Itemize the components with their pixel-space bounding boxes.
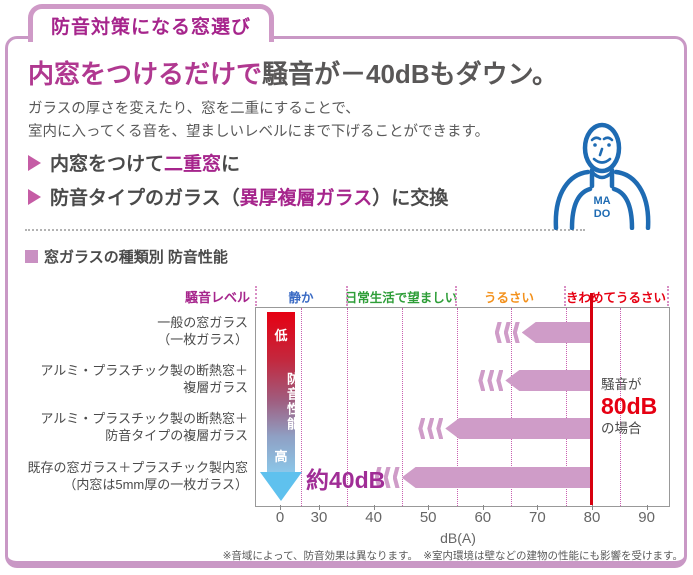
intro-line-2: 室内に入ってくる音を、望ましいレベルにまで下げることができます。 [28,124,490,141]
chevron-left-icon [418,418,426,439]
chevron-left-icon [503,322,511,343]
bar-body [505,370,593,391]
bullet-item-2: 防音タイプのガラス（異厚複層ガラス）に交換 [28,183,448,210]
mascot-text-line1: MA [593,195,610,207]
noise-80db-value: 80dB [601,393,658,420]
gridline [565,308,567,506]
x-tick-mark [280,505,281,510]
bullet-list: 内窓をつけて二重窓に 防音タイプのガラス（異厚複層ガラス）に交換 [28,149,448,217]
bullet-item-1: 内窓をつけて二重窓に [28,149,448,176]
x-axis-unit-label: dB(A) [440,530,476,546]
result-40db-label: 約40dB [306,467,386,493]
x-tick-mark [428,505,430,510]
chevron-left-icon [496,370,504,391]
x-tick-label: 70 [529,509,546,526]
x-tick-label: 30 [310,509,328,526]
x-tick-label: 0 [275,509,285,526]
chevron-left-icon [436,418,444,439]
chart-plot-area: 低 防音性能 高 [255,307,670,507]
zone-label-noisy: うるさい [483,291,535,305]
intro-text: ガラスの厚さを変えたり、窓を二重にすることで、 室内に入ってくる音を、望ましいレ… [28,98,489,144]
x-tick-mark [592,505,593,510]
gridline [620,308,622,506]
chevron-left-icon [487,370,495,391]
chevron-left-icon [494,322,502,343]
zone-label-desirable: 日常生活で望ましい [344,291,458,305]
x-tick-label: 40 [365,509,382,526]
noise-bar-1 [494,322,593,343]
headline-highlight: 内窓をつけるだけで [28,59,263,89]
zone-separator [564,286,566,306]
noise-80db-note: 騒音が 80dB の場合 [601,377,658,436]
zone-separator [667,286,669,306]
x-tick-label: 60 [474,509,492,526]
arrow-down-icon [260,472,302,501]
mascot-text-line2: DO [594,208,611,220]
x-tick-mark [319,505,320,510]
soundproof-performance-arrow: 低 防音性能 高 [260,312,302,501]
x-tick-mark [373,505,375,510]
zone-separator [346,286,348,306]
chevron-left-icon [427,418,435,439]
noise-bar-4 [374,467,593,488]
triangle-bullet-icon [28,154,41,171]
x-tick-mark [482,505,484,510]
footnote: ※音域によって、防音効果は異なります。 ※室内環境は壁などの建物の性能にも影響を… [222,550,683,562]
gridline [511,308,513,506]
gridline [401,308,403,506]
chevron-left-icon [383,467,391,488]
gridline [347,308,349,506]
zone-separator [255,286,257,306]
intro-line-1: ガラスの厚さを変えたり、窓を二重にすることで、 [28,101,360,117]
x-tick-mark [646,505,648,510]
bar-body [445,418,593,439]
x-tick-label: 80 [583,509,601,526]
chevron-left-icon [512,322,520,343]
x-tick-mark [537,505,539,510]
gridline [456,308,458,506]
category-label-3: アルミ・プラスチック製の断熱窓＋ 防音タイプの複層ガラス [40,411,248,443]
noise-level-axis-title: 騒音レベル [184,290,250,305]
chart-section-title: 窓ガラスの種類別 防音性能 [25,246,228,267]
chevron-left-icon [374,467,382,488]
performance-low-label: 低 [274,328,288,343]
headline: 内窓をつけるだけで騒音が－40dBもダウン。 [28,54,558,91]
category-label-4: 既存の窓ガラス＋プラスチック製内窓 （内窓は5mm厚の一枚ガラス） [27,460,248,492]
chevron-left-icon [392,467,400,488]
bar-body [521,322,593,343]
header-tab: 防音対策になる窓選び [28,4,275,42]
x-tick-label: 90 [638,509,655,526]
bullet-1-text: 内窓をつけて二重窓に [50,154,241,175]
bullet-2-text: 防音タイプのガラス（異厚複層ガラス）に交換 [50,188,449,209]
square-bullet-icon [25,250,38,263]
gridline [300,308,302,506]
bar-body [401,467,593,488]
zone-separator [455,286,457,306]
chevron-left-icon [478,370,486,391]
noise-bar-3 [418,418,593,439]
noise-bar-2 [478,370,593,391]
category-label-2: アルミ・プラスチック製の断熱窓＋ 複層ガラス [40,363,248,395]
performance-high-label: 高 [274,449,288,464]
zone-label-very-noisy: きわめてうるさい [565,291,667,305]
headline-rest: 騒音が－40dBもダウン。 [262,59,559,89]
page-title: 防音対策になる窓選び [51,17,252,38]
mascot-character-icon: MA DO [553,122,651,230]
triangle-bullet-icon [28,188,41,205]
x-tick-label: 50 [419,509,437,526]
gradient-arrow-shaft [267,312,295,472]
dotted-divider [25,229,585,231]
zone-label-quiet: 静か [288,291,314,305]
category-label-1: 一般の窓ガラス （一枚ガラス） [157,315,248,347]
performance-axis-label: 防音性能 [285,372,300,432]
80db-noise-source-line [590,293,593,505]
